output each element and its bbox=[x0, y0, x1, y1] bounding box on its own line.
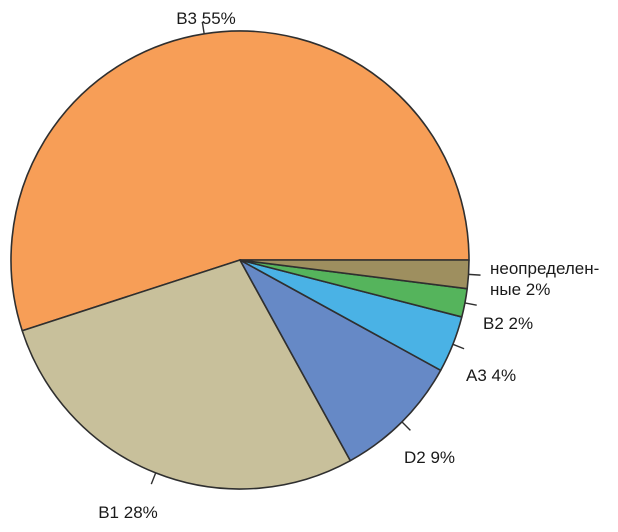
leader-line-b1 bbox=[150, 472, 157, 485]
pie-slice-d2 bbox=[239, 259, 442, 462]
slice-label-b1: B1 28% bbox=[98, 503, 158, 522]
leader-line-b2 bbox=[464, 302, 477, 306]
pie-slices bbox=[10, 30, 470, 490]
leader-line-d2 bbox=[401, 421, 411, 431]
pie-slice-неопределен-ные bbox=[239, 259, 470, 290]
leader-line-неопределен-ные bbox=[468, 273, 481, 276]
slice-label-a3: A3 4% bbox=[466, 366, 516, 385]
slice-label-неопределен-ные: неопределен-ные 2% bbox=[490, 259, 599, 299]
pie-leader-lines bbox=[150, 21, 481, 485]
pie-slice-b1 bbox=[21, 259, 352, 490]
slice-label-b2: B2 2% bbox=[483, 314, 533, 333]
pie-labels: B3 55% B1 28% D2 9% A3 4% B2 2% неопределен-н… bbox=[98, 9, 599, 522]
leader-line-a3 bbox=[452, 343, 465, 350]
leader-line-b3 bbox=[201, 21, 205, 34]
slice-label-d2: D2 9% bbox=[404, 448, 455, 467]
slice-label-b3: B3 55% bbox=[176, 9, 236, 28]
pie-slice-b3 bbox=[10, 30, 470, 332]
